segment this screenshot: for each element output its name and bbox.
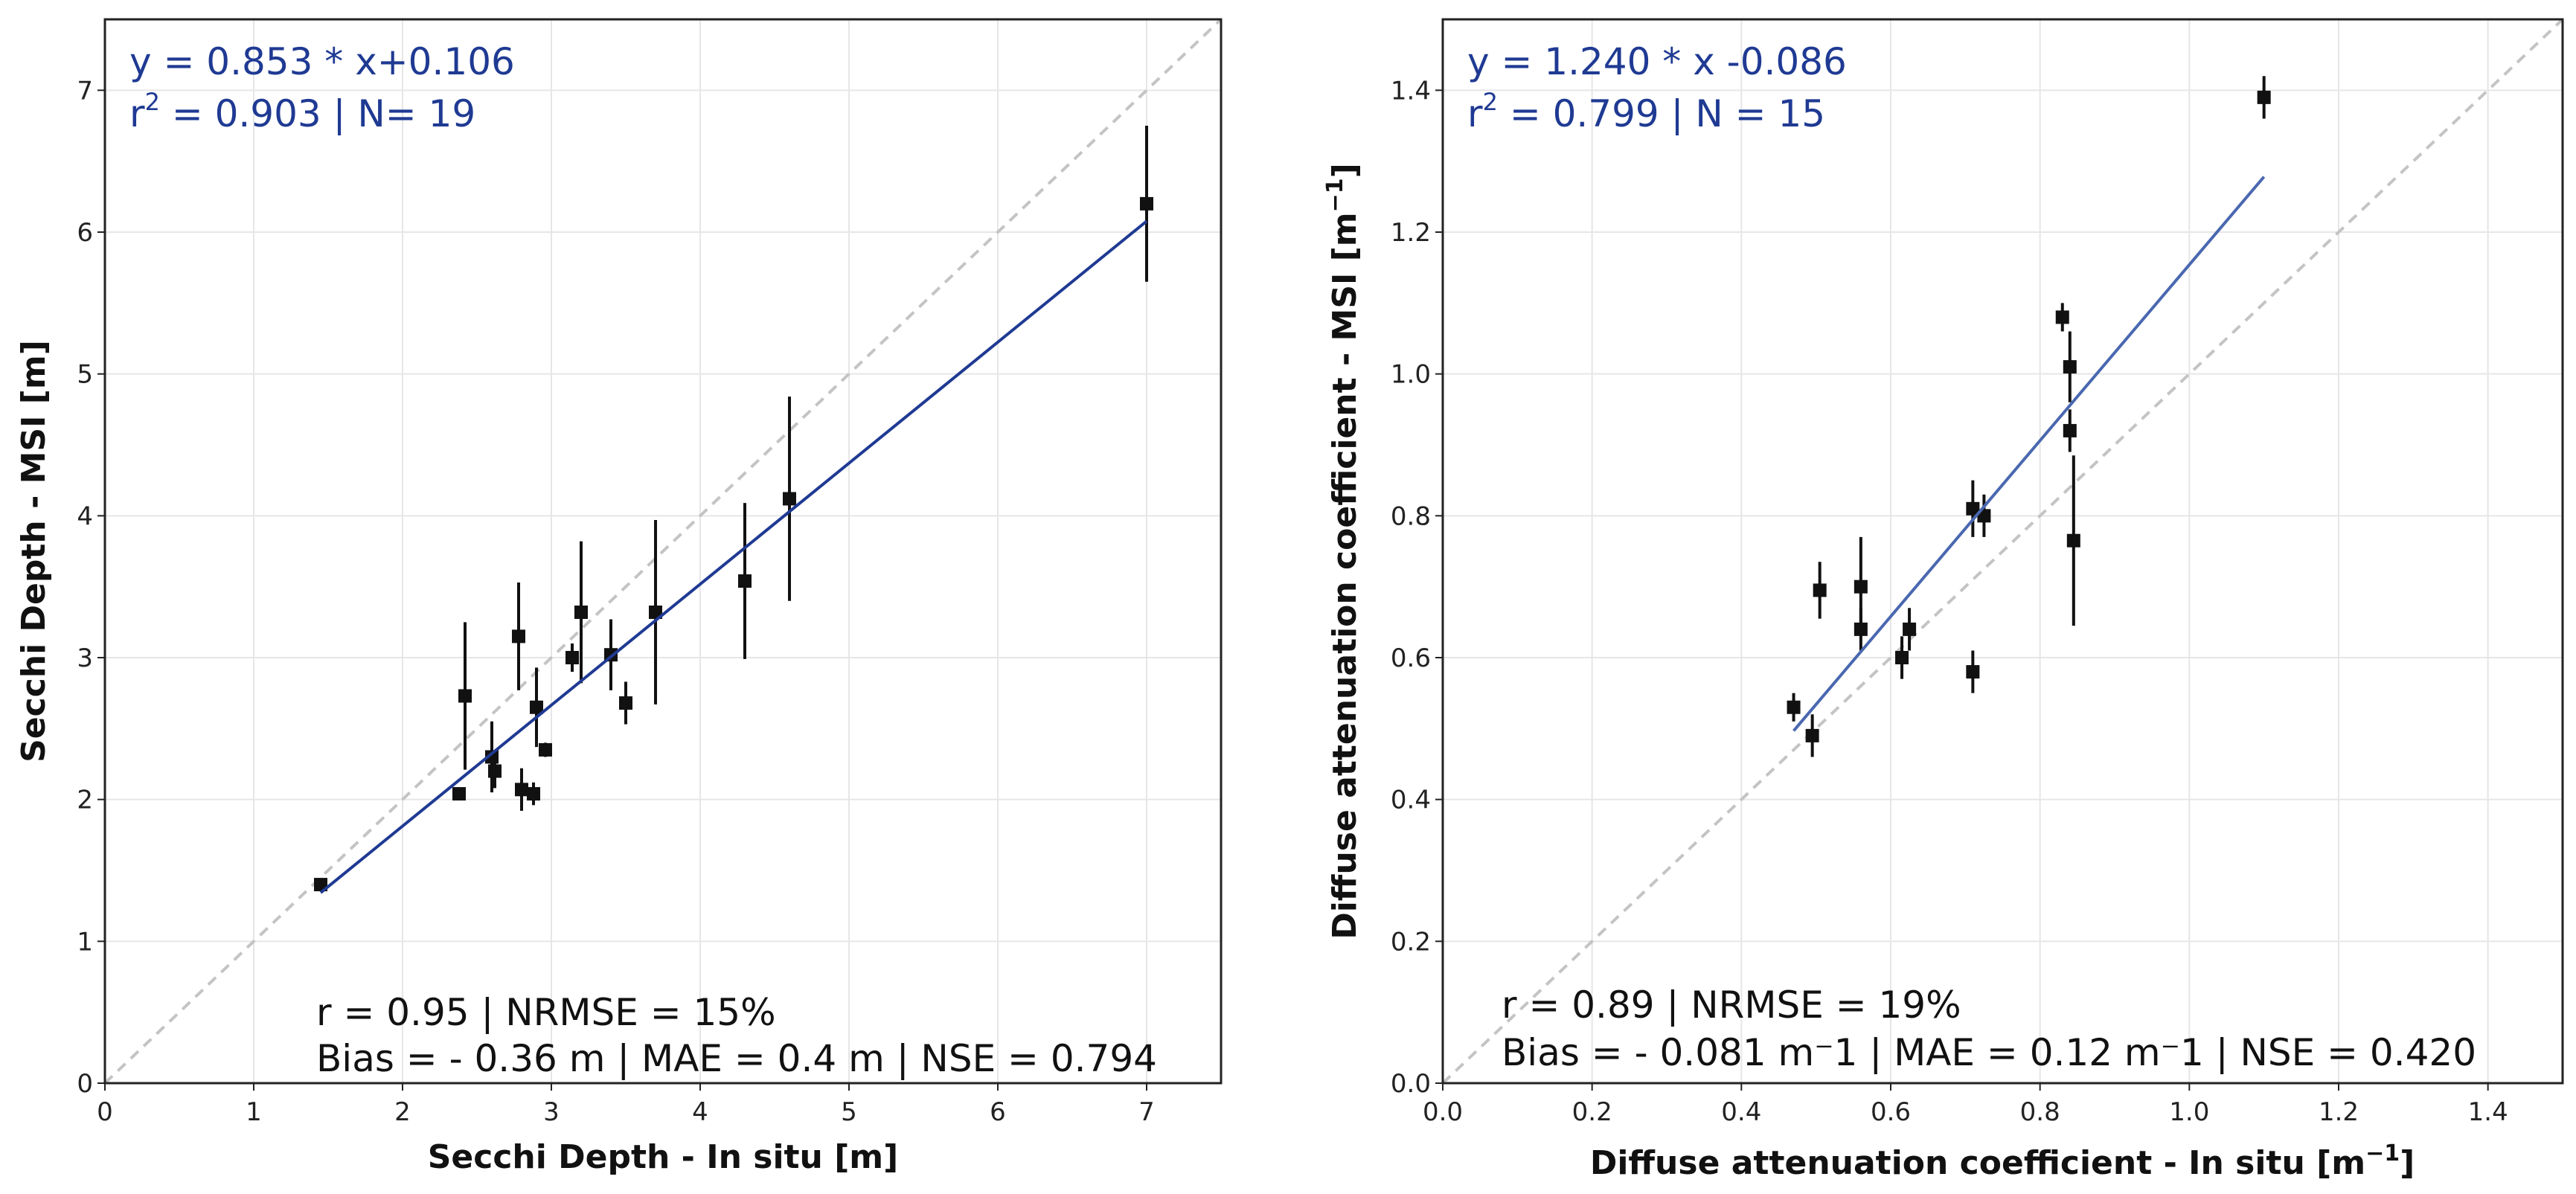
data-point [539, 742, 552, 757]
y-tick-label: 4 [77, 501, 93, 531]
r-squared-line: r2 = 0.799 | N = 15 [1467, 88, 1825, 135]
x-tick-label: 3 [543, 1097, 560, 1127]
data-points [314, 126, 1153, 892]
stats-line-1: r = 0.89 | NRMSE = 19% [1502, 983, 1961, 1027]
y-tick-label: 5 [77, 360, 93, 390]
x-tick-label: 0.4 [1721, 1097, 1761, 1127]
data-point [738, 574, 752, 588]
y-tick-label: 0.2 [1391, 927, 1431, 957]
y-tick-label: 1.2 [1391, 218, 1431, 248]
attenuation-panel: 0.0 0.2 0.4 0.6 0.8 1.0 1.2 1.4 0.0 0.2 0.4 0.6 0.8… [1322, 18, 2564, 1182]
x-tick-label: 0.6 [1871, 1097, 1911, 1127]
y-axis-ticks: 0.0 0.2 0.4 0.6 0.8 1.0 1.2 1.4 [1391, 76, 1443, 1099]
data-point [1853, 580, 1868, 594]
x-tick-label: 7 [1138, 1097, 1155, 1127]
x-axis-label: Diffuse attenuation coefficient - In sit… [1590, 1140, 2415, 1182]
axes-frame [1441, 18, 2564, 1085]
secchi-depth-panel: 0 1 2 3 4 5 6 7 0 1 2 3 4 5 6 7 y = 0.853 * x+0.106 r2… [15, 18, 1223, 1176]
data-point [512, 629, 525, 643]
stats-line-1: r = 0.95 | NRMSE = 15% [316, 991, 776, 1034]
data-point [649, 605, 662, 619]
fit-equation: y = 0.853 * x+0.106 [129, 40, 515, 83]
data-point [574, 605, 588, 619]
data-point [488, 764, 502, 778]
r-squared-line: r2 = 0.903 | N= 19 [129, 88, 475, 135]
x-tick-label: 5 [841, 1097, 857, 1127]
y-tick-label: 2 [77, 786, 93, 815]
regression-line [1792, 176, 2266, 732]
y-axis-label: Diffuse attenuation coefficient - MSI [m… [1322, 163, 1364, 940]
fit-equation: y = 1.240 * x -0.086 [1467, 40, 1847, 83]
y-tick-label: 1.0 [1391, 360, 1431, 390]
data-point [1966, 501, 1980, 516]
data-point [314, 878, 327, 892]
y-tick-label: 0.8 [1391, 501, 1431, 531]
data-point [1787, 700, 1801, 714]
y-tick-label: 0 [77, 1069, 93, 1099]
data-point [2063, 423, 2077, 437]
identity-line [1441, 18, 2564, 1085]
data-point [2055, 310, 2069, 324]
x-tick-label: 1.4 [2468, 1097, 2508, 1127]
data-point [1966, 665, 1980, 679]
x-axis-ticks: 0 1 2 3 4 5 6 7 [97, 1083, 1155, 1127]
data-points [1787, 76, 2271, 757]
data-point [1895, 651, 1909, 664]
data-point [2257, 90, 2271, 104]
data-point [458, 689, 472, 703]
data-point [1903, 622, 1917, 636]
x-tick-label: 1.2 [2319, 1097, 2359, 1127]
x-tick-label: 6 [990, 1097, 1006, 1127]
y-tick-label: 3 [77, 643, 93, 673]
data-point [2066, 533, 2080, 548]
y-axis-ticks: 0 1 2 3 4 5 6 7 [77, 76, 105, 1099]
x-tick-label: 0 [97, 1097, 113, 1127]
y-tick-label: 7 [77, 76, 93, 106]
data-point [515, 783, 528, 797]
stats-line-2: Bias = - 0.36 m | MAE = 0.4 m | NSE = 0.… [316, 1037, 1157, 1080]
y-tick-label: 0.4 [1391, 786, 1431, 815]
data-point [1805, 728, 1819, 742]
x-tick-label: 1 [246, 1097, 262, 1127]
y-tick-label: 1 [77, 927, 93, 957]
data-point [619, 696, 632, 710]
data-point [783, 492, 796, 506]
x-tick-label: 0.8 [2020, 1097, 2060, 1127]
x-tick-label: 1.0 [2169, 1097, 2209, 1127]
data-point [530, 700, 543, 714]
data-point [527, 787, 540, 801]
data-point [2063, 360, 2077, 374]
data-point [1140, 196, 1153, 211]
axes-frame [103, 18, 1223, 1085]
data-point [1813, 583, 1827, 597]
regression-line [319, 219, 1148, 894]
data-point [452, 787, 466, 801]
x-axis-ticks: 0.0 0.2 0.4 0.6 0.8 1.0 1.2 1.4 [1423, 1083, 2508, 1127]
y-tick-label: 6 [77, 218, 93, 248]
y-tick-label: 1.4 [1391, 76, 1431, 106]
x-tick-label: 4 [692, 1097, 708, 1127]
x-tick-label: 0.2 [1572, 1097, 1612, 1127]
x-tick-label: 2 [394, 1097, 411, 1127]
y-axis-label: Secchi Depth - MSI [m] [15, 340, 53, 763]
x-tick-label: 0.0 [1423, 1097, 1463, 1127]
x-axis-label: Secchi Depth - In situ [m] [428, 1138, 899, 1176]
grid [1442, 19, 2563, 1084]
identity-line [103, 18, 1223, 1085]
y-tick-label: 0.0 [1391, 1069, 1431, 1099]
stats-line-2: Bias = - 0.081 m⁻1 | MAE = 0.12 m⁻1 | NS… [1502, 1031, 2476, 1074]
y-tick-label: 0.6 [1391, 643, 1431, 673]
data-point [565, 651, 579, 664]
